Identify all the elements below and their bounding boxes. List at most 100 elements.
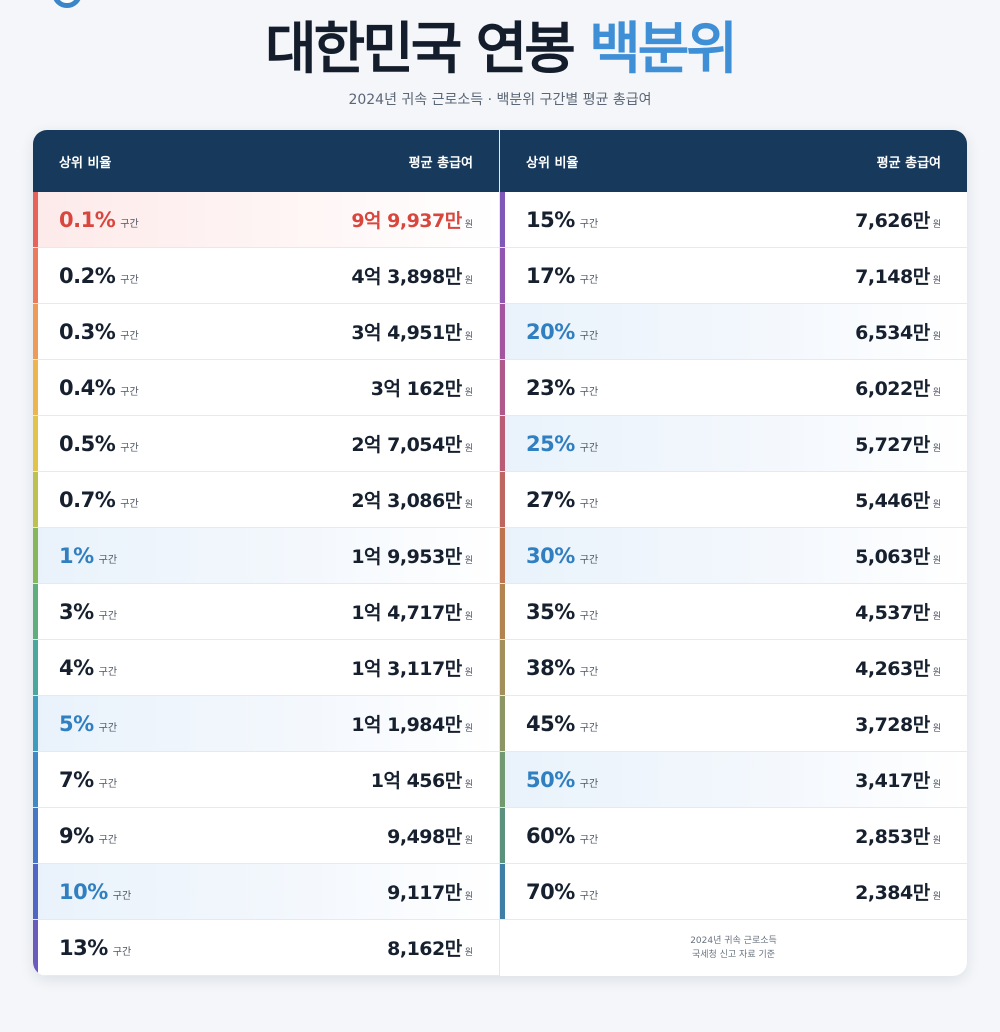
table-row: 9% 구간 9,498만 원 <box>33 808 499 864</box>
salary-label: 5,063만 원 <box>855 542 941 569</box>
row-color-bar <box>33 920 38 975</box>
range-unit: 구간 <box>120 386 139 398</box>
percentile-label: 45% 구간 <box>526 712 598 736</box>
footnote-line-2: 국세청 신고 자료 기준 <box>691 950 776 960</box>
salary-label: 2,853만 원 <box>855 822 941 849</box>
salary-value: 1억 3,117만 <box>351 658 462 680</box>
won-unit: 원 <box>932 500 941 510</box>
percentile-label: 27% 구간 <box>526 488 598 512</box>
range-unit: 구간 <box>112 890 132 902</box>
salary-label: 1억 4,717만 원 <box>351 598 473 625</box>
percentile-value: 25% <box>526 431 575 456</box>
table-row: 25% 구간 5,727만 원 <box>500 416 967 472</box>
table-row: 1% 구간 1억 9,953만 원 <box>33 528 499 584</box>
percentile-label: 25% 구간 <box>526 432 598 456</box>
won-unit: 원 <box>932 332 941 342</box>
won-unit: 원 <box>932 892 941 902</box>
salary-label: 5,727만 원 <box>855 430 941 457</box>
range-unit: 구간 <box>579 666 599 678</box>
header-rank-label: 상위 비율 <box>59 155 112 171</box>
salary-table: 상위 비율 평균 총급여 0.1% 구간 9억 9,937만 원 0.2% 구간 4억 3,… <box>33 130 967 976</box>
percentile-label: 0.5% 구간 <box>59 432 139 456</box>
header-salary-label: 평균 총급여 <box>876 155 941 171</box>
row-color-bar <box>500 304 505 359</box>
won-unit: 원 <box>932 668 941 678</box>
row-color-bar <box>33 304 38 359</box>
salary-value: 5,063만 <box>855 546 930 568</box>
row-color-bar <box>500 416 505 471</box>
row-color-bar <box>33 864 38 919</box>
won-unit: 원 <box>464 220 473 230</box>
table-header: 상위 비율 평균 총급여 <box>33 130 499 192</box>
percentile-value: 60% <box>526 823 575 848</box>
table-row: 23% 구간 6,022만 원 <box>500 360 967 416</box>
salary-value: 9억 9,937만 <box>351 210 462 232</box>
won-unit: 원 <box>932 836 941 846</box>
footnote-line-1: 2024년 귀속 근로소득 <box>690 936 777 946</box>
salary-value: 4,263만 <box>855 658 930 680</box>
salary-value: 6,022만 <box>855 378 930 400</box>
salary-value: 1억 1,984만 <box>351 714 462 736</box>
range-unit: 구간 <box>579 330 599 342</box>
salary-label: 6,022만 원 <box>855 374 941 401</box>
won-unit: 원 <box>932 556 941 566</box>
range-unit: 구간 <box>98 834 118 846</box>
won-unit: 원 <box>464 444 473 454</box>
row-color-bar <box>500 248 505 303</box>
won-unit: 원 <box>932 444 941 454</box>
salary-value: 5,727만 <box>855 434 930 456</box>
percentile-value: 0.7% <box>59 487 116 512</box>
won-unit: 원 <box>932 724 941 734</box>
range-unit: 구간 <box>579 610 599 622</box>
percentile-value: 15% <box>526 207 575 232</box>
row-color-bar <box>500 584 505 639</box>
salary-value: 7,626만 <box>855 210 930 232</box>
percentile-label: 0.1% 구간 <box>59 208 139 232</box>
salary-value: 9,117만 <box>387 882 462 904</box>
row-color-bar <box>500 528 505 583</box>
table-row: 4% 구간 1억 3,117만 원 <box>33 640 499 696</box>
salary-value: 8,162만 <box>387 938 462 960</box>
table-row: 17% 구간 7,148만 원 <box>500 248 967 304</box>
table-row: 50% 구간 3,417만 원 <box>500 752 967 808</box>
page-title: 대한민국 연봉 백분위 <box>0 14 1000 86</box>
table-row: 7% 구간 1억 456만 원 <box>33 752 499 808</box>
table-rows-left: 0.1% 구간 9억 9,937만 원 0.2% 구간 4억 3,898만 원 0.3% 구간 3억… <box>33 192 499 976</box>
salary-label: 3억 162만 원 <box>371 374 473 401</box>
won-unit: 원 <box>464 388 473 398</box>
salary-value: 7,148만 <box>855 266 930 288</box>
range-unit: 구간 <box>579 386 599 398</box>
row-color-bar <box>500 864 505 919</box>
salary-value: 1억 9,953만 <box>351 546 462 568</box>
table-column-right: 상위 비율 평균 총급여 15% 구간 7,626만 원 17% 구간 7,148만 원 20%… <box>500 130 967 976</box>
salary-label: 4억 3,898만 원 <box>351 262 473 289</box>
range-unit: 구간 <box>579 554 599 566</box>
salary-label: 3,728만 원 <box>855 710 941 737</box>
range-unit: 구간 <box>98 722 118 734</box>
percentile-value: 10% <box>59 879 108 904</box>
range-unit: 구간 <box>579 498 599 510</box>
won-unit: 원 <box>932 276 941 286</box>
percentile-value: 30% <box>526 543 575 568</box>
salary-label: 2억 7,054만 원 <box>351 430 473 457</box>
won-unit: 원 <box>464 500 473 510</box>
header-rank-label: 상위 비율 <box>526 155 579 171</box>
row-color-bar <box>33 528 38 583</box>
table-row: 0.2% 구간 4억 3,898만 원 <box>33 248 499 304</box>
salary-label: 2억 3,086만 원 <box>351 486 473 513</box>
percentile-label: 70% 구간 <box>526 880 598 904</box>
salary-label: 2,384만 원 <box>855 878 941 905</box>
table-row: 10% 구간 9,117만 원 <box>33 864 499 920</box>
salary-label: 8,162만 원 <box>387 934 473 961</box>
won-unit: 원 <box>464 892 473 902</box>
percentile-label: 7% 구간 <box>59 768 117 792</box>
salary-value: 1억 4,717만 <box>351 602 462 624</box>
range-unit: 구간 <box>579 778 599 790</box>
table-row: 0.7% 구간 2억 3,086만 원 <box>33 472 499 528</box>
salary-label: 7,626만 원 <box>855 206 941 233</box>
table-row: 27% 구간 5,446만 원 <box>500 472 967 528</box>
percentile-value: 0.1% <box>59 207 116 232</box>
percentile-label: 38% 구간 <box>526 656 598 680</box>
percentile-value: 0.3% <box>59 319 116 344</box>
salary-value: 2억 7,054만 <box>351 434 462 456</box>
